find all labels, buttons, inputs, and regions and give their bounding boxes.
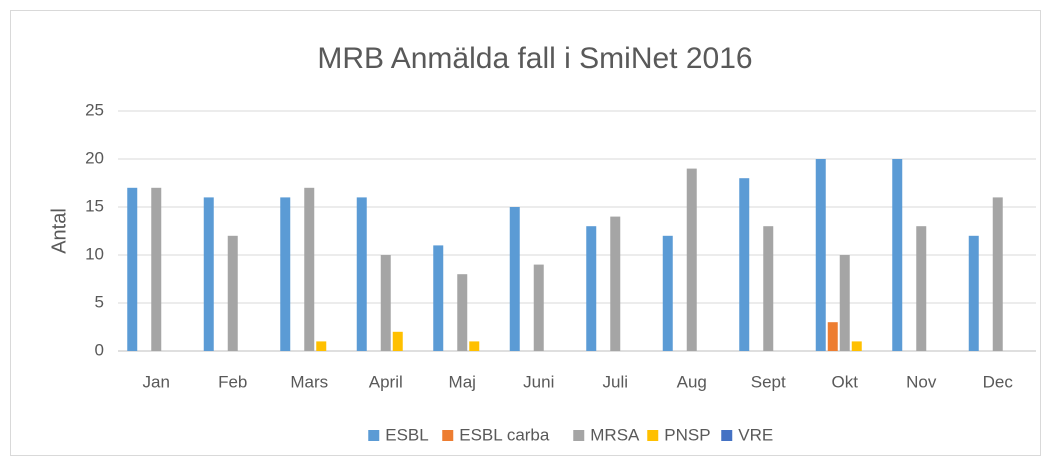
y-axis-label: Antal <box>48 208 70 254</box>
bar <box>392 331 403 351</box>
legend-swatch <box>721 430 733 441</box>
y-tick-label: 25 <box>85 100 104 119</box>
legend-label: VRE <box>738 425 773 444</box>
bar <box>892 159 903 351</box>
x-tick-label: Dec <box>983 372 1014 391</box>
bar <box>457 274 468 351</box>
bar <box>151 187 162 351</box>
bar <box>916 226 927 351</box>
y-tick-label: 5 <box>95 292 104 311</box>
bar <box>203 197 214 351</box>
bar <box>851 341 862 351</box>
x-tick-label: Feb <box>218 372 247 391</box>
bar <box>127 187 138 351</box>
legend-label: ESBL carba <box>459 425 550 444</box>
bar <box>280 197 291 351</box>
bar <box>533 264 544 351</box>
x-tick-label: Jan <box>143 372 170 391</box>
x-tick-label: Maj <box>449 372 476 391</box>
legend-swatch <box>442 430 454 441</box>
chart-title: MRB Anmälda fall i SmiNet 2016 <box>317 42 752 75</box>
x-tick-label: Mars <box>290 372 328 391</box>
bar <box>586 226 597 351</box>
y-tick-label: 15 <box>85 196 104 215</box>
bar <box>316 341 327 351</box>
y-tick-label: 10 <box>85 244 104 263</box>
x-tick-label: Nov <box>906 372 937 391</box>
legend-label: PNSP <box>664 425 710 444</box>
bar <box>380 255 391 351</box>
bar <box>992 197 1003 351</box>
y-tick-label: 0 <box>95 340 104 359</box>
bar <box>469 341 480 351</box>
bar <box>739 178 750 351</box>
x-tick-label: Aug <box>677 372 707 391</box>
x-tick-label: Sept <box>751 372 786 391</box>
chart-frame <box>10 10 1041 456</box>
legend-swatch <box>573 430 585 441</box>
legend-label: MRSA <box>590 425 640 444</box>
bar <box>968 235 979 351</box>
x-tick-label: Juli <box>602 372 628 391</box>
bar <box>662 235 673 351</box>
y-tick-label: 20 <box>85 148 104 167</box>
bar <box>227 235 238 351</box>
bar <box>827 322 838 351</box>
bar <box>610 216 621 351</box>
legend-swatch <box>368 430 380 441</box>
bar <box>763 226 774 351</box>
bar <box>509 207 520 351</box>
x-tick-label: Okt <box>832 372 859 391</box>
bar <box>686 168 697 351</box>
legend-label: ESBL <box>385 425 428 444</box>
bar <box>356 197 367 351</box>
bar <box>433 245 444 351</box>
legend-swatch <box>647 430 659 441</box>
bar <box>815 159 826 351</box>
bar <box>304 187 315 351</box>
bar <box>839 255 850 351</box>
x-tick-label: April <box>369 372 403 391</box>
x-tick-label: Juni <box>523 372 554 391</box>
